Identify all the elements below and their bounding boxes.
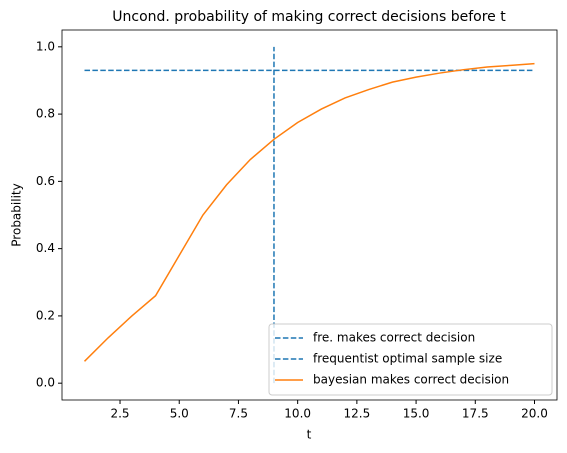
x-tick-label: 10.0 xyxy=(284,407,311,421)
chart-title: Uncond. probability of making correct de… xyxy=(112,9,506,25)
y-tick-label: 0.8 xyxy=(36,107,55,121)
legend-label: frequentist optimal sample size xyxy=(313,352,502,366)
x-tick-label: 17.5 xyxy=(462,407,489,421)
x-tick-label: 2.5 xyxy=(110,407,129,421)
x-axis-label: t xyxy=(307,428,312,442)
line xyxy=(83,62,535,362)
y-tick-label: 1.0 xyxy=(36,39,55,53)
x-tick-label: 15.0 xyxy=(403,407,430,421)
y-tick-label: 0.4 xyxy=(36,241,55,255)
plot-frame xyxy=(61,29,558,401)
y-tick-label: 0.6 xyxy=(36,174,55,188)
y-tick-label: 0.2 xyxy=(36,308,55,322)
x-tick-label: 12.5 xyxy=(344,407,371,421)
y-axis-label: Probability xyxy=(10,183,24,246)
legend-label: fre. makes correct decision xyxy=(313,331,475,345)
legend: fre. makes correct decision frequentist o… xyxy=(268,323,553,396)
x-tick-label: 7.5 xyxy=(229,407,248,421)
legend-label: bayesian makes correct decision xyxy=(313,373,509,387)
y-tick-label: 0.0 xyxy=(36,376,55,390)
legend-box xyxy=(268,323,553,396)
x-tick-label: 20.0 xyxy=(521,407,548,421)
x-tick-label: 5.0 xyxy=(170,407,189,421)
